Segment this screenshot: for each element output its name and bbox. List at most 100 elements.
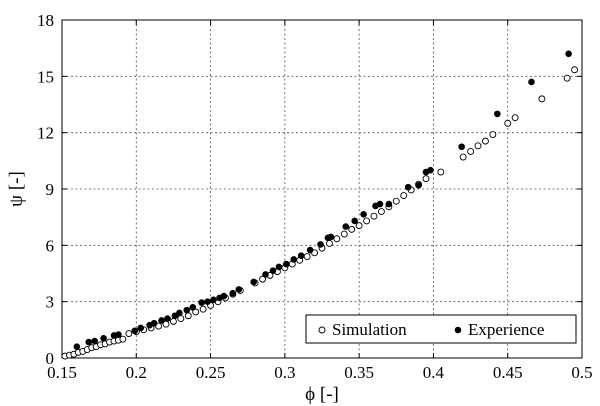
legend: Simulation Experience — [305, 314, 577, 344]
y-tick-label: 3 — [46, 293, 55, 312]
y-tick-labels: 0 3 6 9 12 15 18 — [37, 11, 54, 368]
experience-point — [306, 246, 314, 254]
experience-point — [204, 298, 211, 305]
experience-point — [91, 337, 98, 345]
simulation-point — [392, 197, 400, 205]
simulation-point — [199, 305, 207, 313]
experience-point — [565, 50, 572, 58]
experience-point — [131, 327, 139, 335]
experience-point — [164, 315, 171, 322]
y-tick-label: 12 — [37, 124, 54, 143]
y-tick-label: 6 — [46, 236, 55, 255]
y-axis-label: ψ [-] — [6, 171, 27, 207]
x-tick-label: 0.2 — [126, 363, 147, 382]
legend-label-simulation: Simulation — [332, 320, 407, 339]
simulation-point — [437, 168, 445, 176]
x-tick-label: 0.5 — [571, 363, 592, 382]
simulation-point — [119, 335, 127, 343]
simulation-point — [303, 253, 311, 261]
experience-point — [85, 338, 93, 346]
experience-point — [494, 110, 501, 118]
experience-point — [297, 252, 305, 259]
legend-box — [305, 314, 577, 344]
x-tick-label: 0.45 — [493, 363, 523, 382]
simulation-point — [192, 308, 200, 316]
x-tick-label: 0.4 — [423, 363, 445, 382]
experience-point — [269, 267, 277, 274]
simulation-point — [459, 153, 467, 161]
y-tick-label: 0 — [46, 349, 55, 368]
simulation-point — [169, 317, 177, 325]
y-tick-label: 15 — [37, 67, 54, 86]
experience-point — [290, 256, 298, 263]
simulation-point — [422, 175, 430, 183]
experience-point — [360, 211, 367, 218]
simulation-point — [325, 240, 333, 247]
simulation-point — [481, 137, 489, 145]
simulation-point — [474, 142, 482, 150]
simulation-point — [333, 235, 341, 243]
simulation-point — [340, 230, 348, 238]
y-tick-label: 18 — [37, 11, 54, 30]
x-tick-label: 0.3 — [274, 363, 295, 382]
experience-point — [317, 241, 324, 248]
data-points — [61, 50, 579, 360]
experience-point — [189, 303, 197, 311]
simulation-point — [489, 131, 497, 138]
simulation-point — [563, 74, 571, 82]
simulation-point — [355, 222, 363, 230]
x-tick-label: 0.35 — [344, 363, 374, 382]
legend-label-experience: Experience — [468, 320, 544, 339]
experience-point — [385, 200, 393, 208]
simulation-point — [467, 147, 475, 155]
experience-point — [427, 166, 434, 174]
experience-point — [115, 331, 122, 338]
experience-point — [275, 263, 283, 271]
experience-point — [376, 200, 384, 208]
experience-point — [210, 296, 217, 304]
experience-point — [250, 278, 257, 286]
simulation-point — [259, 275, 267, 283]
experience-point — [528, 78, 535, 86]
simulation-point — [538, 95, 546, 103]
y-tick-label: 9 — [46, 180, 55, 199]
x-tick-label: 0.15 — [47, 363, 77, 382]
experience-point — [198, 299, 205, 306]
simulation-point — [125, 330, 133, 338]
simulation-point — [363, 217, 371, 225]
x-axis-label: ϕ [-] — [305, 384, 339, 405]
simulation-point — [400, 192, 408, 200]
experience-point — [351, 217, 358, 225]
experience-point — [327, 233, 335, 241]
x-tick-labels: 0.15 0.2 0.25 0.3 0.35 0.4 0.45 0.5 — [47, 363, 593, 382]
experience-point — [229, 289, 237, 297]
experience-point — [235, 286, 243, 293]
simulation-point — [177, 315, 185, 323]
experience-point — [262, 271, 269, 278]
experience-point — [342, 223, 350, 230]
experience-point — [73, 343, 81, 351]
experience-point — [137, 324, 145, 332]
simulation-point — [511, 114, 519, 122]
simulation-point — [348, 225, 356, 233]
simulation-point — [370, 212, 378, 220]
experience-point — [458, 143, 465, 151]
simulation-point — [377, 208, 385, 215]
experience-point — [100, 334, 107, 342]
simulation-point — [184, 312, 192, 320]
legend-marker-experience — [454, 326, 462, 334]
experience-point — [158, 317, 165, 324]
experience-point — [150, 319, 158, 327]
experience-point — [283, 260, 290, 268]
experience-point — [415, 181, 422, 189]
experience-point — [183, 306, 191, 314]
legend-marker-simulation — [318, 326, 326, 334]
x-tick-label: 0.25 — [196, 363, 226, 382]
grid-lines — [62, 20, 582, 358]
simulation-point — [571, 66, 579, 74]
simulation-point — [504, 119, 512, 127]
experience-point — [220, 292, 228, 300]
experience-point — [176, 309, 183, 317]
experience-point — [404, 183, 412, 191]
